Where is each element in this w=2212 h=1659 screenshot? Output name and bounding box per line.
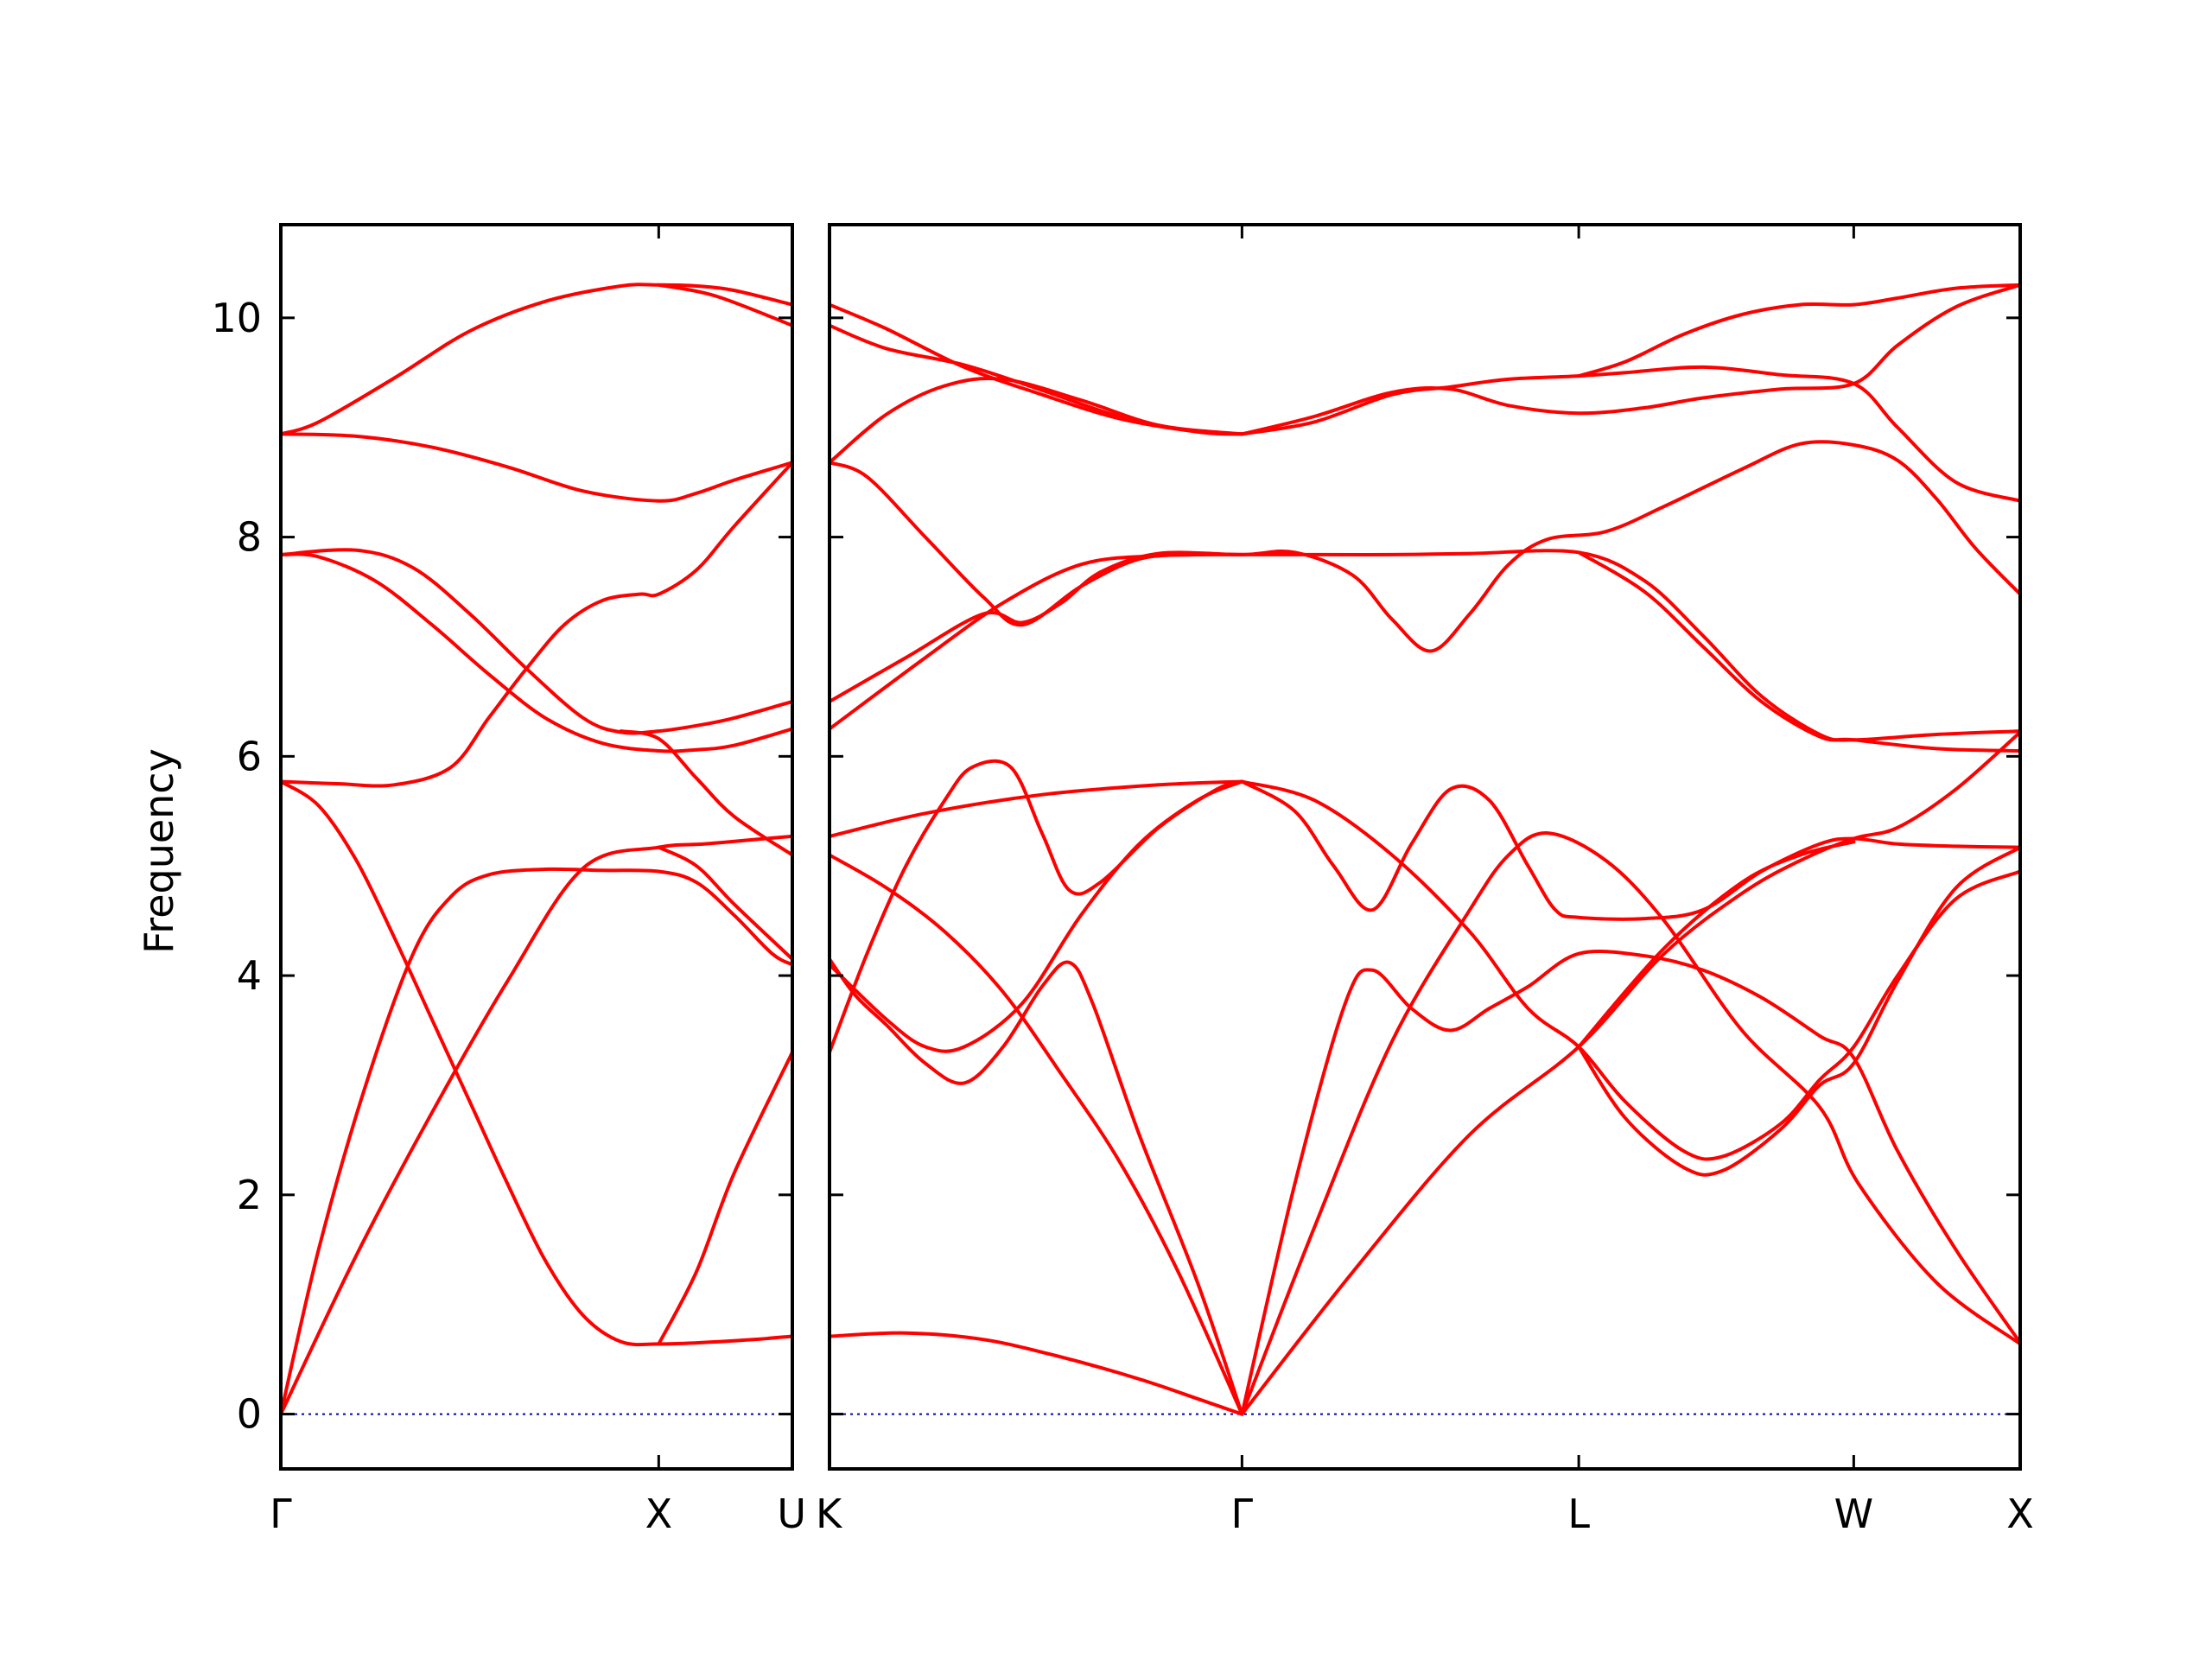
x-tick-label: W	[1834, 1491, 1873, 1537]
band-2-11	[1240, 730, 2020, 1416]
band-1-2	[281, 867, 792, 1416]
y-tick-label: 10	[211, 295, 262, 341]
band-2-8	[830, 779, 1244, 838]
x-tick-label: U	[777, 1491, 806, 1537]
band-2-3	[830, 957, 1244, 1416]
band-1-10	[619, 729, 792, 857]
plot-layer: 0 2 4 6 8 10 Γ X U K Γ L W X	[211, 223, 2034, 1537]
band-1-5	[281, 552, 792, 753]
band-2-14	[830, 549, 2020, 742]
x-tick-label: X	[2006, 1491, 2034, 1537]
band-2-6	[830, 759, 1244, 1054]
band-1-12	[657, 845, 792, 961]
band-2-23	[1577, 283, 2020, 378]
x-tick-label: Γ	[270, 1491, 292, 1537]
band-1-4	[281, 461, 792, 788]
band-1-3	[281, 779, 792, 1347]
y-tick-label: 4	[237, 952, 262, 999]
band-1-8	[281, 283, 792, 436]
band-2-5	[1240, 950, 2020, 1416]
band-2-13	[1577, 840, 1856, 1049]
band-2-4	[1240, 831, 2020, 1416]
band-2-9	[1240, 779, 2020, 921]
band-2-21	[1240, 365, 2020, 503]
band-2-17	[1577, 550, 2020, 753]
y-tick-label: 6	[237, 733, 262, 779]
panel-1: 0 2 4 6 8 10 Γ X U	[211, 223, 806, 1537]
panel-frame	[279, 223, 794, 1471]
band-2-1	[830, 1331, 1244, 1416]
x-tick-label: X	[645, 1491, 673, 1537]
band-1-7	[281, 432, 792, 503]
band-2-2	[830, 853, 1244, 1416]
y-axis-label: Frequency	[136, 748, 182, 954]
band-2-20	[830, 302, 1244, 436]
band-2-19	[830, 323, 1244, 436]
bands-group	[830, 283, 2020, 1416]
x-tick-label: K	[816, 1491, 843, 1537]
band-1-9	[657, 283, 792, 327]
panel-frame	[828, 223, 2022, 1471]
y-tick-label: 8	[237, 514, 262, 561]
band-1-11	[657, 1050, 792, 1346]
band-1-1	[281, 834, 792, 1416]
band-2-22	[1240, 283, 2020, 436]
band-1-6	[281, 548, 792, 735]
bands-group	[281, 283, 792, 1416]
y-tick-label: 2	[237, 1172, 262, 1218]
band-2-10	[1240, 779, 2020, 1161]
x-tick-label: Γ	[1231, 1491, 1254, 1537]
band-2-16	[830, 461, 1244, 627]
x-tick-label: L	[1567, 1491, 1590, 1537]
band-2-15	[830, 440, 2020, 703]
band-2-12	[1577, 845, 2020, 1177]
band-2-7	[830, 779, 1244, 1053]
y-tick-label: 0	[237, 1391, 262, 1438]
